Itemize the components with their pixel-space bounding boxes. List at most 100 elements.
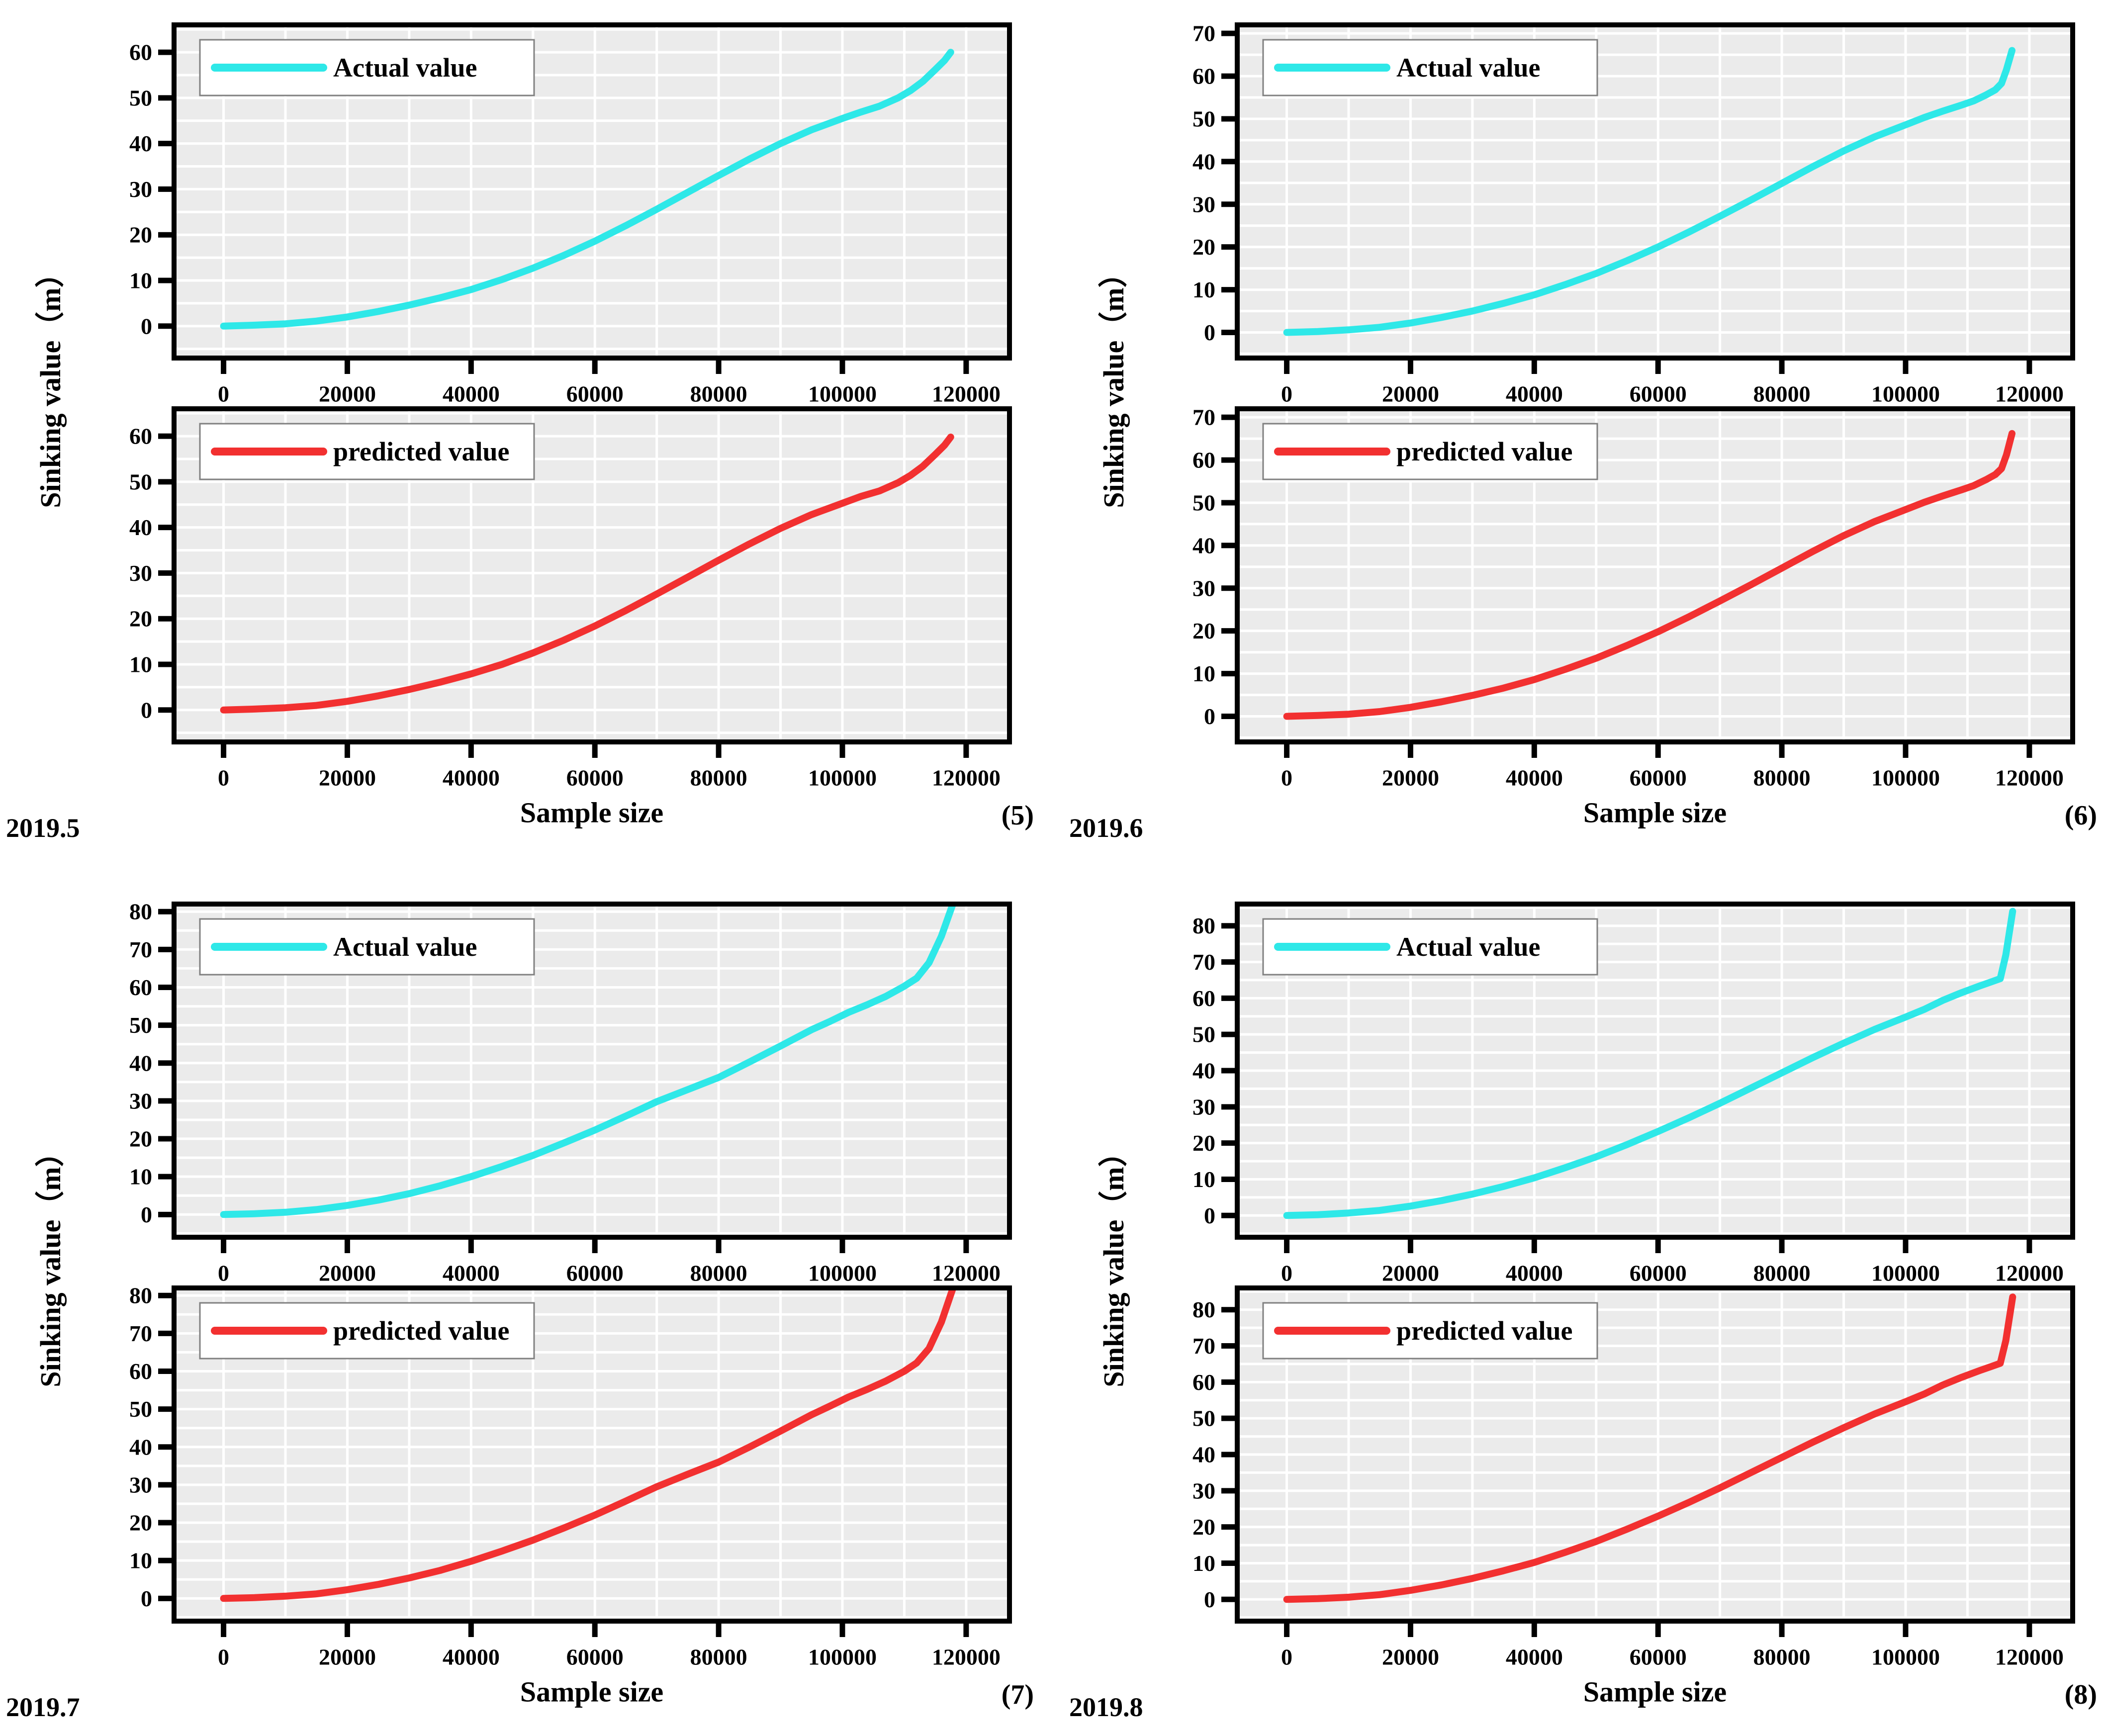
legend-label: predicted value bbox=[333, 1316, 509, 1346]
y-tick-label: 40 bbox=[129, 1434, 152, 1460]
panel-2019-8: 0 20000 40000 60000 80000 100000 120000 0 10 20 30… bbox=[1068, 884, 2104, 1730]
x-tick-label: 40000 bbox=[443, 381, 500, 407]
y-tick-label: 20 bbox=[1192, 1514, 1215, 1540]
y-tick-label: 20 bbox=[129, 222, 152, 248]
predicted-value-curve bbox=[1283, 1293, 2016, 1603]
y-tick-label: 30 bbox=[1192, 1094, 1215, 1119]
y-axis-label: Sinking value（m） bbox=[1098, 1138, 1130, 1387]
y-tick-label: 80 bbox=[1192, 913, 1215, 938]
x-tick-label: 40000 bbox=[443, 765, 500, 791]
x-tick-label: 20000 bbox=[319, 1645, 376, 1670]
x-tick-label: 120000 bbox=[932, 381, 1001, 407]
y-tick-label: 70 bbox=[1192, 1333, 1215, 1359]
x-tick-label: 20000 bbox=[1382, 765, 1439, 791]
x-tick-label: 40000 bbox=[1506, 1261, 1563, 1286]
y-tick-label: 10 bbox=[129, 1164, 152, 1189]
y-tick-label: 20 bbox=[1192, 234, 1215, 260]
y-tick-label: 20 bbox=[1192, 1130, 1215, 1156]
y-tick-label: 70 bbox=[129, 937, 152, 962]
x-tick-label: 80000 bbox=[690, 765, 747, 791]
y-tick-label: 10 bbox=[1192, 1167, 1215, 1192]
x-tick-label: 40000 bbox=[1506, 765, 1563, 791]
x-tick-label: 100000 bbox=[808, 765, 877, 791]
actual-value-curve bbox=[1283, 47, 2015, 336]
plot-frame bbox=[172, 902, 1012, 1240]
y-tick-label: 50 bbox=[1192, 1022, 1215, 1047]
x-tick-label: 80000 bbox=[690, 1645, 747, 1670]
y-tick-label: 10 bbox=[129, 1548, 152, 1573]
plot-frame bbox=[1235, 902, 2075, 1240]
x-tick-label: 80000 bbox=[1753, 1645, 1811, 1670]
y-tick-label: 0 bbox=[1204, 320, 1215, 345]
x-axis-label: Sample size bbox=[520, 796, 664, 829]
actual-value-curve bbox=[220, 904, 957, 1218]
legend-label: Actual value bbox=[1396, 932, 1541, 962]
x-tick-label: 60000 bbox=[1630, 1261, 1687, 1286]
y-tick-label: 0 bbox=[141, 697, 152, 723]
x-tick-label: 120000 bbox=[1995, 381, 2064, 407]
panel-5-charts: 0 20000 40000 60000 80000 100000 120000 0 10 20 30… bbox=[129, 22, 1012, 791]
x-tick-label: 20000 bbox=[319, 765, 376, 791]
actual-value-curve bbox=[1283, 908, 2016, 1219]
x-tick-label: 0 bbox=[218, 765, 229, 791]
date-label: 2019.6 bbox=[1069, 813, 1143, 843]
y-tick-label: 40 bbox=[1192, 1442, 1215, 1467]
x-tick-label: 100000 bbox=[808, 381, 877, 407]
y-axis-label: Sinking value（m） bbox=[1098, 259, 1130, 508]
y-tick-label: 0 bbox=[1204, 704, 1215, 729]
x-axis-label: Sample size bbox=[520, 1675, 664, 1708]
x-tick-label: 20000 bbox=[319, 381, 376, 407]
x-tick-label: 0 bbox=[1281, 1645, 1292, 1670]
panel-8-charts: 0 20000 40000 60000 80000 100000 120000 0 10 20 30… bbox=[1192, 902, 2075, 1670]
date-label: 2019.8 bbox=[1069, 1692, 1143, 1722]
y-tick-label: 70 bbox=[129, 1321, 152, 1346]
x-tick-label: 0 bbox=[218, 1645, 229, 1670]
legend-label: predicted value bbox=[333, 437, 509, 466]
x-tick-label: 120000 bbox=[932, 765, 1001, 791]
x-tick-label: 60000 bbox=[1630, 1645, 1687, 1670]
y-tick-label: 30 bbox=[129, 1472, 152, 1497]
y-tick-label: 0 bbox=[1204, 1203, 1215, 1228]
x-axis-label: Sample size bbox=[1583, 796, 1727, 829]
x-tick-label: 20000 bbox=[319, 1261, 376, 1286]
plot-frame bbox=[172, 22, 1012, 361]
actual-value-curve bbox=[220, 49, 954, 330]
y-tick-label: 60 bbox=[129, 975, 152, 1000]
x-tick-label: 20000 bbox=[1382, 1261, 1439, 1286]
y-tick-label: 20 bbox=[1192, 618, 1215, 643]
y-tick-label: 30 bbox=[129, 560, 152, 586]
y-tick-label: 70 bbox=[1192, 949, 1215, 975]
plot-frame bbox=[172, 406, 1012, 744]
x-tick-label: 0 bbox=[218, 1261, 229, 1286]
x-tick-label: 20000 bbox=[1382, 381, 1439, 407]
panel-2019-7: 0 20000 40000 60000 80000 100000 120000 0 10 20 30… bbox=[5, 884, 1041, 1730]
x-tick-label: 120000 bbox=[1995, 1645, 2064, 1670]
plot-frame bbox=[1235, 1285, 2075, 1624]
y-tick-label: 0 bbox=[141, 1202, 152, 1227]
panel-number: (8) bbox=[2064, 1679, 2097, 1710]
y-tick-label: 50 bbox=[1192, 106, 1215, 131]
date-label: 2019.7 bbox=[6, 1692, 80, 1722]
x-tick-label: 120000 bbox=[1995, 765, 2064, 791]
panel-number: (6) bbox=[2064, 800, 2097, 831]
x-tick-label: 0 bbox=[1281, 1261, 1292, 1286]
y-tick-label: 60 bbox=[129, 1359, 152, 1384]
x-tick-label: 40000 bbox=[443, 1645, 500, 1670]
legend-label: Actual value bbox=[333, 932, 477, 962]
y-tick-label: 0 bbox=[141, 313, 152, 339]
x-tick-label: 20000 bbox=[1382, 1645, 1439, 1670]
x-tick-label: 60000 bbox=[1630, 765, 1687, 791]
y-tick-label: 0 bbox=[1204, 1587, 1215, 1612]
y-tick-label: 60 bbox=[1192, 64, 1215, 89]
x-tick-label: 100000 bbox=[1871, 1645, 1940, 1670]
y-tick-label: 30 bbox=[1192, 575, 1215, 601]
x-tick-label: 60000 bbox=[566, 1645, 624, 1670]
panel-6-charts: 0 20000 40000 60000 80000 100000 120000 0 10 20 30… bbox=[1192, 21, 2075, 791]
x-tick-label: 80000 bbox=[690, 381, 747, 407]
predicted-value-curve bbox=[220, 1288, 957, 1602]
y-tick-label: 60 bbox=[1192, 1370, 1215, 1395]
y-tick-label: 60 bbox=[1192, 448, 1215, 473]
x-tick-label: 40000 bbox=[1506, 1645, 1563, 1670]
y-tick-label: 40 bbox=[129, 131, 152, 156]
